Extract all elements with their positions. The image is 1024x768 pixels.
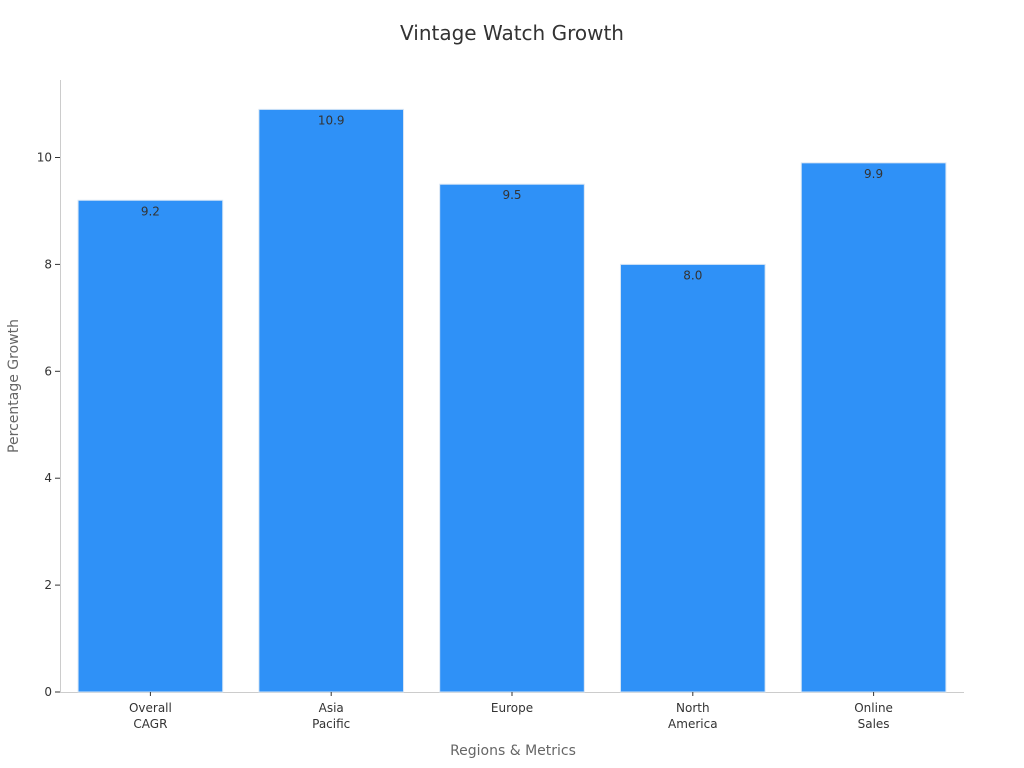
x-tick-label-line: Sales bbox=[858, 717, 890, 731]
x-ticks-group: Overall CAGR Asia Pacific Europe North America… bbox=[129, 692, 893, 731]
x-tick-label-line: CAGR bbox=[133, 717, 167, 731]
x-tick-label: Overall CAGR bbox=[129, 701, 172, 731]
bar-europe bbox=[439, 183, 585, 693]
bars-group bbox=[77, 108, 947, 693]
x-tick-label-line: Overall bbox=[129, 701, 172, 715]
bar-overall-cagr bbox=[77, 199, 224, 693]
bar-asia-pacific bbox=[258, 108, 405, 693]
y-tick-label: 0 bbox=[44, 685, 52, 699]
y-ticks-group: 0 2 4 6 8 10 bbox=[37, 151, 60, 699]
y-tick-label: 6 bbox=[44, 364, 52, 378]
y-tick-label: 8 bbox=[44, 257, 52, 271]
x-tick-label-line: North bbox=[676, 701, 710, 715]
value-labels-group: 9.2 10.9 9.5 8.0 9.9 bbox=[141, 113, 883, 282]
x-axis-label: Regions & Metrics bbox=[450, 743, 576, 759]
y-axis-label: Percentage Growth bbox=[6, 319, 22, 453]
bar-online-sales bbox=[800, 162, 947, 693]
chart-title: Vintage Watch Growth bbox=[400, 21, 624, 45]
x-tick-label-line: Online bbox=[854, 701, 893, 715]
y-tick-label: 10 bbox=[37, 151, 52, 165]
x-tick-label: Europe bbox=[491, 701, 533, 715]
x-tick-label: North America bbox=[668, 701, 718, 731]
x-tick-label: Online Sales bbox=[854, 701, 893, 731]
x-tick-label-line: Europe bbox=[491, 701, 533, 715]
plot-area: 9.2 10.9 9.5 8.0 9.9 0 2 4 6 8 10 Overall CAGR Asia… bbox=[37, 80, 964, 731]
x-tick-label: Asia Pacific bbox=[312, 701, 350, 731]
y-tick-label: 2 bbox=[44, 578, 52, 592]
value-label: 9.2 bbox=[141, 204, 160, 218]
x-tick-label-line: America bbox=[668, 717, 718, 731]
value-label: 9.9 bbox=[864, 167, 883, 181]
value-label: 9.5 bbox=[502, 188, 521, 202]
x-tick-label-line: Asia bbox=[319, 701, 344, 715]
value-label: 10.9 bbox=[318, 113, 345, 127]
y-tick-label: 4 bbox=[44, 471, 52, 485]
bar-north-america bbox=[619, 263, 766, 693]
value-label: 8.0 bbox=[683, 268, 702, 282]
x-tick-label-line: Pacific bbox=[312, 717, 350, 731]
